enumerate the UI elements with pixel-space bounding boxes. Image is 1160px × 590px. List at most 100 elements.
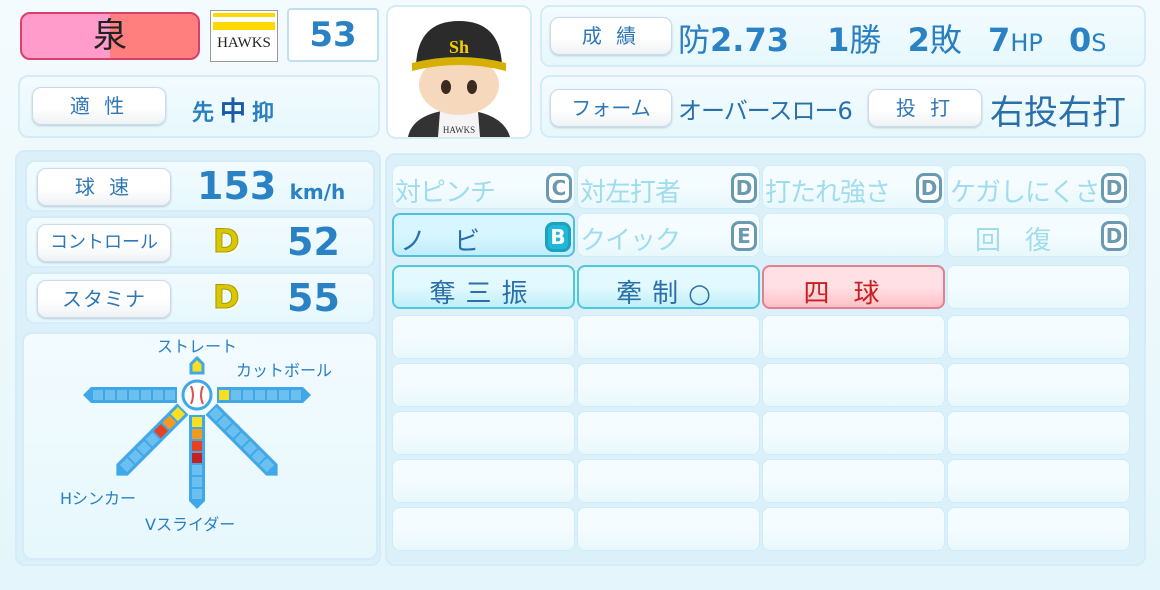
ability-grade: D	[916, 173, 942, 203]
ability-grade: D	[1101, 221, 1127, 251]
pitch-cell	[119, 457, 135, 473]
pitch-cell	[192, 441, 202, 451]
ability-cell: 対左打者 D	[577, 165, 760, 209]
speed-unit: km/h	[289, 180, 346, 204]
pitch-label-straight: ストレート	[157, 337, 237, 356]
empty-ability-cell	[577, 411, 760, 455]
empty-ability-cell	[762, 507, 945, 551]
stamina-row: スタミナ D 55	[25, 272, 375, 324]
empty-ability-cell	[947, 265, 1130, 309]
pitch-cell	[192, 477, 202, 487]
holds-unit: HP	[1010, 29, 1043, 57]
ability-name: 対左打者	[580, 178, 681, 208]
team-logo: HAWKS	[210, 10, 278, 62]
ability-cell: 牽制○	[577, 265, 760, 309]
pitch-label-cutball: カットボール	[236, 361, 332, 380]
pitch-label-h-sinker: Hシンカー	[60, 489, 136, 508]
empty-ability-cell	[947, 411, 1130, 455]
pitch-cell	[129, 390, 139, 400]
form-label: フォーム	[550, 89, 672, 127]
empty-ability-cell	[762, 213, 945, 257]
form-panel: フォーム オーバースロー6 投 打 右投右打	[540, 75, 1146, 138]
pitch-arrow-left	[83, 387, 177, 403]
pitch-cell	[219, 390, 229, 400]
ability-cell: 奪三振	[392, 265, 575, 309]
speed-value: 153 km/h	[197, 164, 345, 208]
straight-arrow	[189, 355, 205, 375]
ability-name: 回 復	[950, 226, 1051, 256]
losses-value: 2	[907, 21, 930, 59]
ability-name: 四球	[803, 279, 904, 309]
player-portrait: HAWKS Sh	[386, 5, 532, 139]
ability-grade: E	[731, 221, 757, 251]
speed-row: 球 速 153 km/h	[25, 160, 375, 212]
pitch-cell	[153, 390, 163, 400]
aptitude-panel: 適 性 先中抑	[18, 75, 380, 138]
empty-ability-cell	[947, 363, 1130, 407]
ability-grade: D	[1101, 173, 1127, 203]
pitch-cell	[267, 390, 277, 400]
empty-ability-cell	[762, 411, 945, 455]
aptitude-label: 適 性	[32, 87, 166, 125]
pitch-cell	[141, 390, 151, 400]
ability-name: ノ ビ	[400, 227, 482, 257]
control-value: 52	[287, 220, 340, 264]
stamina-grade: D	[213, 278, 241, 317]
empty-ability-cell	[392, 411, 575, 455]
ability-grade: B	[545, 222, 571, 252]
empty-ability-cell	[577, 507, 760, 551]
pitch-cell	[291, 390, 301, 400]
losses-unit: 敗	[929, 21, 962, 59]
pitch-cell	[255, 390, 265, 400]
pitch-cell	[192, 465, 202, 475]
ability-cell: ケガしにくさ D	[947, 165, 1130, 209]
empty-ability-cell	[392, 315, 575, 359]
ability-grade: C	[546, 173, 572, 203]
baseball-icon	[181, 379, 213, 411]
pitch-cell	[105, 390, 115, 400]
aptitude-starter: 先	[192, 101, 221, 126]
empty-ability-cell	[947, 459, 1130, 503]
ability-name: 牽制○	[616, 279, 721, 309]
pitch-cell	[259, 457, 275, 473]
pitch-cell	[231, 390, 241, 400]
ability-cell: 四球	[762, 265, 945, 309]
player-name: 泉	[20, 12, 200, 60]
saves-unit: S	[1091, 29, 1107, 57]
aptitude-middle: 中	[220, 97, 253, 127]
empty-ability-cell	[762, 459, 945, 503]
svg-text:HAWKS: HAWKS	[443, 125, 475, 135]
pitch-cell	[279, 390, 289, 400]
empty-ability-cell	[577, 459, 760, 503]
speed-label: 球 速	[37, 168, 171, 206]
throw-bat-value: 右投右打	[990, 93, 1126, 133]
pitch-arrow-right	[217, 387, 311, 403]
aptitude-values: 先中抑	[192, 91, 280, 128]
stamina-value: 55	[287, 276, 340, 320]
control-grade: D	[213, 222, 241, 261]
pitch-cell	[192, 489, 202, 499]
empty-ability-cell	[762, 363, 945, 407]
wins-value: 1	[827, 21, 850, 59]
empty-ability-cell	[762, 315, 945, 359]
empty-ability-cell	[577, 363, 760, 407]
stamina-label: スタミナ	[37, 280, 171, 318]
uniform-number: 53	[287, 8, 379, 62]
svg-text:Sh: Sh	[449, 37, 469, 57]
pitch-chart: ストレートカットボール Hシンカー Vスライダー	[22, 332, 378, 560]
ability-cell: クイック E	[577, 213, 760, 257]
pitch-arrow-down-left	[116, 403, 189, 476]
record-panel: 成 績 防2.73 1勝 2敗 7HP 0S	[540, 5, 1146, 67]
ability-name: 奪三振	[429, 279, 538, 309]
pitch-cell	[192, 453, 202, 463]
pitch-label-v-slider: Vスライダー	[145, 515, 235, 534]
empty-ability-cell	[947, 507, 1130, 551]
pitch-cell	[234, 432, 249, 447]
record-values: 防2.73 1勝 2敗 7HP 0S	[678, 15, 1107, 61]
control-label: コントロール	[37, 224, 171, 262]
ability-cell: 打たれ強さ D	[762, 165, 945, 209]
empty-ability-cell	[392, 459, 575, 503]
empty-ability-cell	[577, 315, 760, 359]
